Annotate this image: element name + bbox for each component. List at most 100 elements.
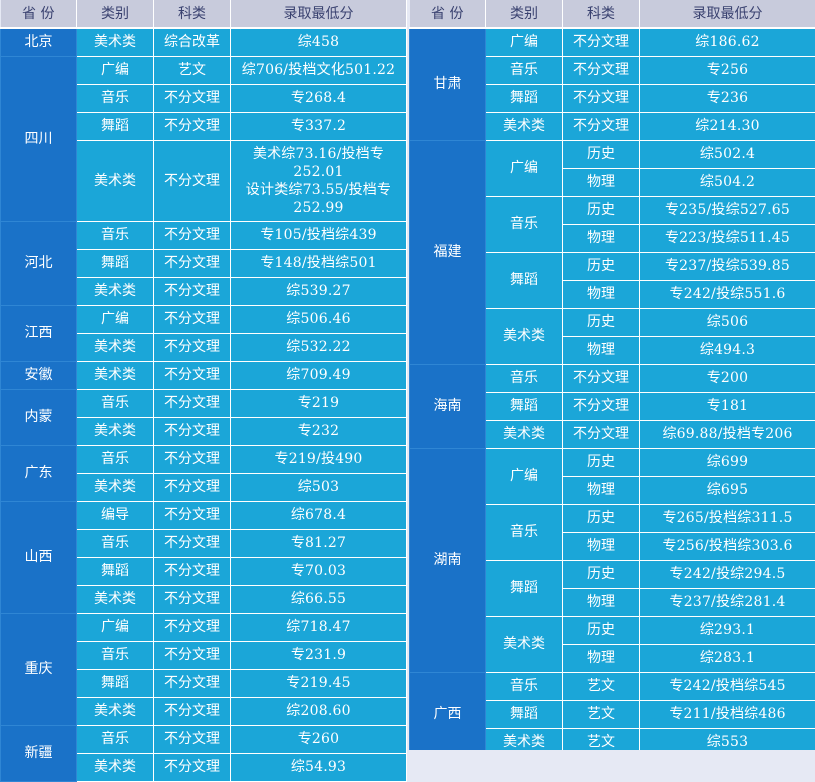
category-cell: 音乐: [486, 672, 563, 700]
category-cell: 美术类: [486, 112, 563, 140]
category-cell: 音乐: [77, 84, 154, 112]
empty-area: [409, 750, 815, 781]
category-cell: 舞蹈: [77, 557, 154, 585]
score-cell: 综539.27: [231, 277, 407, 305]
subject-cell: 综合改革: [154, 28, 231, 56]
header-score: 录取最低分: [640, 0, 815, 28]
subject-cell: 不分文理: [563, 364, 640, 392]
subject-cell: 历史: [563, 504, 640, 532]
subject-cell: 不分文理: [563, 28, 640, 56]
score-cell: 专237/投综539.85: [640, 252, 815, 280]
score-cell: 综504.2: [640, 168, 815, 196]
category-cell: 广编: [486, 448, 563, 504]
score-cell: 综506.46: [231, 305, 407, 333]
subject-cell: 不分文理: [154, 557, 231, 585]
score-line: 美术综73.16/投档专: [231, 145, 406, 163]
subject-cell: 物理: [563, 336, 640, 364]
subject-cell: 不分文理: [563, 112, 640, 140]
score-cell: 综214.30: [640, 112, 815, 140]
subject-cell: 不分文理: [563, 84, 640, 112]
category-cell: 舞蹈: [77, 249, 154, 277]
table-row: 广西 音乐 艺文 专242/投档综545: [410, 672, 815, 700]
province-cell: 河北: [1, 221, 77, 305]
score-line: 252.01: [231, 163, 406, 181]
category-cell: 舞蹈: [486, 252, 563, 308]
category-cell: 音乐: [486, 196, 563, 252]
subject-cell: 不分文理: [154, 112, 231, 140]
score-cell: 综532.22: [231, 333, 407, 361]
province-cell: 广西: [410, 672, 486, 756]
subject-cell: 不分文理: [154, 501, 231, 529]
subject-cell: 不分文理: [154, 361, 231, 389]
table-row: 河北 音乐 不分文理 专105/投档综439: [1, 221, 407, 249]
province-cell: 安徽: [1, 361, 77, 389]
subject-cell: 不分文理: [563, 56, 640, 84]
header-category: 类别: [486, 0, 563, 28]
subject-cell: 不分文理: [154, 585, 231, 613]
header-subject: 科类: [563, 0, 640, 28]
category-cell: 编导: [77, 501, 154, 529]
score-cell: 专260: [231, 725, 407, 753]
table-row: 北京 美术类 综合改革 综458: [1, 28, 407, 56]
score-cell: 专211/投档综486: [640, 700, 815, 728]
subject-cell: 物理: [563, 476, 640, 504]
score-cell: 综718.47: [231, 613, 407, 641]
province-cell: 广东: [1, 445, 77, 501]
score-cell-multiline: 美术综73.16/投档专 252.01 设计类综73.55/投档专 252.99: [231, 140, 407, 221]
subject-cell: 历史: [563, 140, 640, 168]
score-cell: 综506: [640, 308, 815, 336]
category-cell: 音乐: [486, 56, 563, 84]
subject-cell: 不分文理: [154, 473, 231, 501]
table-row: 江西 广编 不分文理 综506.46: [1, 305, 407, 333]
table-row: 海南 音乐 不分文理 专200: [410, 364, 815, 392]
header-province: 省 份: [1, 0, 77, 28]
score-cell: 综186.62: [640, 28, 815, 56]
subject-cell: 不分文理: [154, 697, 231, 725]
province-cell: 福建: [410, 140, 486, 364]
score-cell: 专81.27: [231, 529, 407, 557]
province-cell: 北京: [1, 28, 77, 56]
subject-cell: 不分文理: [154, 417, 231, 445]
subject-cell: 不分文理: [154, 669, 231, 697]
subject-cell: 不分文理: [154, 753, 231, 781]
subject-cell: 物理: [563, 644, 640, 672]
subject-cell: 不分文理: [154, 333, 231, 361]
score-cell: 综69.88/投档专206: [640, 420, 815, 448]
subject-cell: 历史: [563, 196, 640, 224]
province-cell: 甘肃: [410, 28, 486, 140]
subject-cell: 历史: [563, 252, 640, 280]
header-score: 录取最低分: [231, 0, 407, 28]
category-cell: 舞蹈: [486, 560, 563, 616]
score-cell: 专70.03: [231, 557, 407, 585]
subject-cell: 物理: [563, 280, 640, 308]
table-row: 四川 广编 艺文 综706/投档文化501.22: [1, 56, 407, 84]
subject-cell: 不分文理: [154, 529, 231, 557]
table-row: 湖南 广编 历史 综699: [410, 448, 815, 476]
category-cell: 美术类: [77, 417, 154, 445]
subject-cell: 艺文: [563, 700, 640, 728]
subject-cell: 不分文理: [563, 392, 640, 420]
subject-cell: 艺文: [563, 672, 640, 700]
subject-cell: 不分文理: [154, 725, 231, 753]
category-cell: 音乐: [77, 221, 154, 249]
score-cell: 专219.45: [231, 669, 407, 697]
score-cell: 综66.55: [231, 585, 407, 613]
category-cell: 音乐: [77, 445, 154, 473]
category-cell: 广编: [77, 305, 154, 333]
category-cell: 美术类: [77, 361, 154, 389]
score-cell: 专223/投综511.45: [640, 224, 815, 252]
subject-cell: 物理: [563, 168, 640, 196]
score-cell: 综695: [640, 476, 815, 504]
table-row: 新疆 音乐 不分文理 专260: [1, 725, 407, 753]
table-header-row: 省 份 类别 科类 录取最低分: [1, 0, 407, 28]
category-cell: 美术类: [77, 473, 154, 501]
score-cell: 专181: [640, 392, 815, 420]
score-cell: 专256/投档综303.6: [640, 532, 815, 560]
subject-cell: 不分文理: [154, 641, 231, 669]
subject-cell: 不分文理: [154, 305, 231, 333]
category-cell: 美术类: [77, 28, 154, 56]
category-cell: 舞蹈: [486, 392, 563, 420]
header-subject: 科类: [154, 0, 231, 28]
category-cell: 舞蹈: [77, 669, 154, 697]
category-cell: 美术类: [77, 753, 154, 781]
